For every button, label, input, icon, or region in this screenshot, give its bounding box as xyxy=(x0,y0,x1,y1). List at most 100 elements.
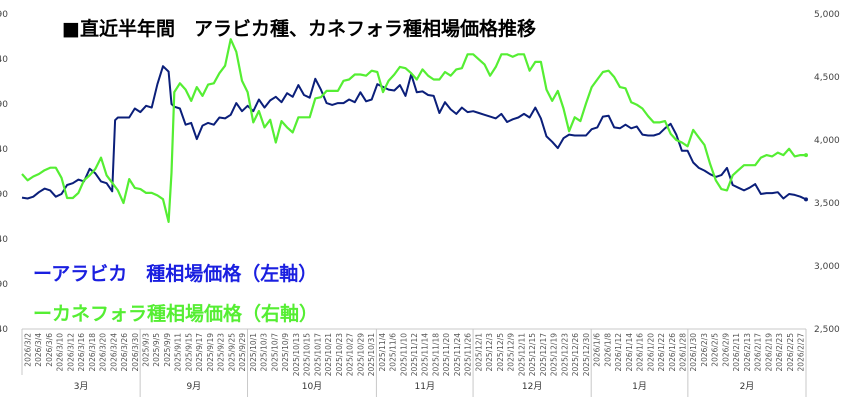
x-tick-label: 2025/10/21 xyxy=(324,333,333,376)
chart-title: ■直近半年間 アラビカ種、カネフォラ種相場価格推移 xyxy=(62,18,536,40)
x-tick-label: 2026/1/8 xyxy=(603,333,612,367)
x-tick-label: 2026/2/13 xyxy=(743,333,752,372)
x-tick-label: 2025/12/3 xyxy=(485,333,494,372)
x-tick-label: 2026/3/12 xyxy=(66,333,75,372)
x-tick-label: 2026/1/22 xyxy=(657,333,666,372)
right-tick-label: 5,000 xyxy=(814,10,840,20)
x-tick-label: 2025/12/19 xyxy=(550,333,559,376)
x-tick-label: 2026/3/20 xyxy=(99,333,108,372)
x-tick-label: 2025/10/15 xyxy=(303,333,312,376)
x-tick-label: 2025/9/29 xyxy=(238,333,247,372)
left-tick-label: 290 xyxy=(0,190,8,200)
x-tick-label: 2025/10/13 xyxy=(292,333,301,376)
x-tick-label: 2025/9/19 xyxy=(206,333,215,372)
x-tick-label: 2025/9/23 xyxy=(217,333,226,372)
left-tick-label: 340 xyxy=(0,145,8,155)
x-tick-label: 2026/2/3 xyxy=(700,333,709,367)
x-tick-label: 2026/3/6 xyxy=(45,333,54,367)
x-tick-label: 2026/1/20 xyxy=(646,333,655,372)
x-tick-label: 2026/1/12 xyxy=(614,333,623,372)
x-tick-label: 2025/11/14 xyxy=(421,333,430,376)
x-tick-label: 2026/3/10 xyxy=(56,333,65,372)
right-tick-label: 3,500 xyxy=(814,199,840,209)
x-tick-label: 2025/10/3 xyxy=(260,333,269,372)
x-tick-label: 2025/9/17 xyxy=(195,333,204,372)
x-tick-label: 2026/1/14 xyxy=(625,333,634,372)
month-label: 12月 xyxy=(522,381,542,392)
month-label: 2月 xyxy=(740,381,755,392)
month-label: 3月 xyxy=(74,381,89,392)
left-tick-label: 490 xyxy=(0,10,8,20)
x-tick-label: 2026/1/26 xyxy=(668,333,677,372)
month-label: 9月 xyxy=(186,381,201,392)
left-tick-label: 240 xyxy=(0,235,8,245)
left-tick-label: 440 xyxy=(0,55,8,65)
x-tick-label: 2025/9/25 xyxy=(227,333,236,372)
x-tick-label: 2025/9/11 xyxy=(174,333,183,372)
x-tick-label: 2025/10/7 xyxy=(270,333,279,372)
legend-canephora: ーカネフォラ種相場価格（右軸） xyxy=(33,303,319,325)
x-tick-label: 2026/1/30 xyxy=(689,333,698,372)
right-tick-label: 2,500 xyxy=(814,325,840,335)
x-tick-label: 2026/1/6 xyxy=(593,333,602,367)
x-tick-label: 2025/11/12 xyxy=(410,333,419,376)
x-tick-label: 2025/12/30 xyxy=(582,333,591,376)
month-label: 1月 xyxy=(632,381,647,392)
x-tick-label: 2026/2/23 xyxy=(775,333,784,372)
x-tick-label: 2025/10/23 xyxy=(335,333,344,376)
x-tick-label: 2025/11/4 xyxy=(378,333,387,372)
right-tick-label: 4,000 xyxy=(814,136,840,146)
x-tick-label: 2025/12/15 xyxy=(528,333,537,376)
x-tick-label: 2025/11/26 xyxy=(464,333,473,376)
x-tick-label: 2026/2/5 xyxy=(711,333,720,367)
x-tick-label: 2025/10/17 xyxy=(313,333,322,376)
x-tick-label: 2026/3/16 xyxy=(77,333,86,372)
x-tick-label: 2026/3/24 xyxy=(109,333,118,372)
x-tick-label: 2025/12/5 xyxy=(496,333,505,372)
x-tick-label: 2026/3/2 xyxy=(23,333,32,367)
x-tick-label: 2025/12/11 xyxy=(517,333,526,376)
x-tick-label: 2025/9/15 xyxy=(184,333,193,372)
x-tick-label: 2025/10/27 xyxy=(346,333,355,376)
left-tick-label: 140 xyxy=(0,325,8,335)
x-tick-label: 2025/12/26 xyxy=(571,333,580,376)
left-tick-label: 190 xyxy=(0,280,8,290)
x-tick-label: 2026/2/27 xyxy=(797,333,806,372)
left-tick-label: 390 xyxy=(0,100,8,110)
x-tick-label: 2026/3/18 xyxy=(88,333,97,372)
x-tick-label: 2026/3/30 xyxy=(131,333,140,372)
x-tick-label: 2026/2/19 xyxy=(764,333,773,372)
x-tick-label: 2025/12/17 xyxy=(539,333,548,376)
x-tick-label: 2026/2/17 xyxy=(754,333,763,372)
series-line-canephora xyxy=(21,38,806,223)
x-tick-label: 2025/12/1 xyxy=(474,333,483,372)
right-tick-label: 4,500 xyxy=(814,73,840,83)
x-tick-label: 2025/12/23 xyxy=(560,333,569,376)
x-tick-label: 2026/3/26 xyxy=(120,333,129,372)
x-tick-label: 2025/10/1 xyxy=(249,333,258,372)
month-label: 10月 xyxy=(302,381,322,392)
x-tick-label: 2025/10/29 xyxy=(356,333,365,376)
x-tick-label: 2026/2/25 xyxy=(786,333,795,372)
x-tick-label: 2025/11/20 xyxy=(442,333,451,376)
series-line-arabica xyxy=(21,65,807,201)
x-tick-label: 2026/3/4 xyxy=(34,333,43,367)
right-tick-label: 3,000 xyxy=(814,262,840,272)
x-tick-label: 2025/11/18 xyxy=(431,333,440,376)
x-tick-label: 2026/1/16 xyxy=(636,333,645,372)
x-tick-label: 2026/2/9 xyxy=(721,333,730,367)
x-tick-label: 2025/9/9 xyxy=(163,333,172,367)
x-tick-label: 2026/2/11 xyxy=(732,333,741,372)
series-end-arabica xyxy=(804,197,808,202)
legend-arabica: ーアラビカ 種相場価格（左軸） xyxy=(33,263,318,285)
x-tick-label: 2025/10/31 xyxy=(367,333,376,376)
x-tick-label: 2025/11/10 xyxy=(399,333,408,376)
x-tick-label: 2026/1/28 xyxy=(678,333,687,372)
series-end-canephora xyxy=(804,153,808,158)
x-tick-label: 2025/9/3 xyxy=(142,333,151,367)
x-tick-label: 2025/10/9 xyxy=(281,333,290,372)
x-tick-label: 2025/11/24 xyxy=(453,333,462,376)
month-label: 11月 xyxy=(415,381,435,392)
x-tick-label: 2025/12/9 xyxy=(507,333,516,372)
